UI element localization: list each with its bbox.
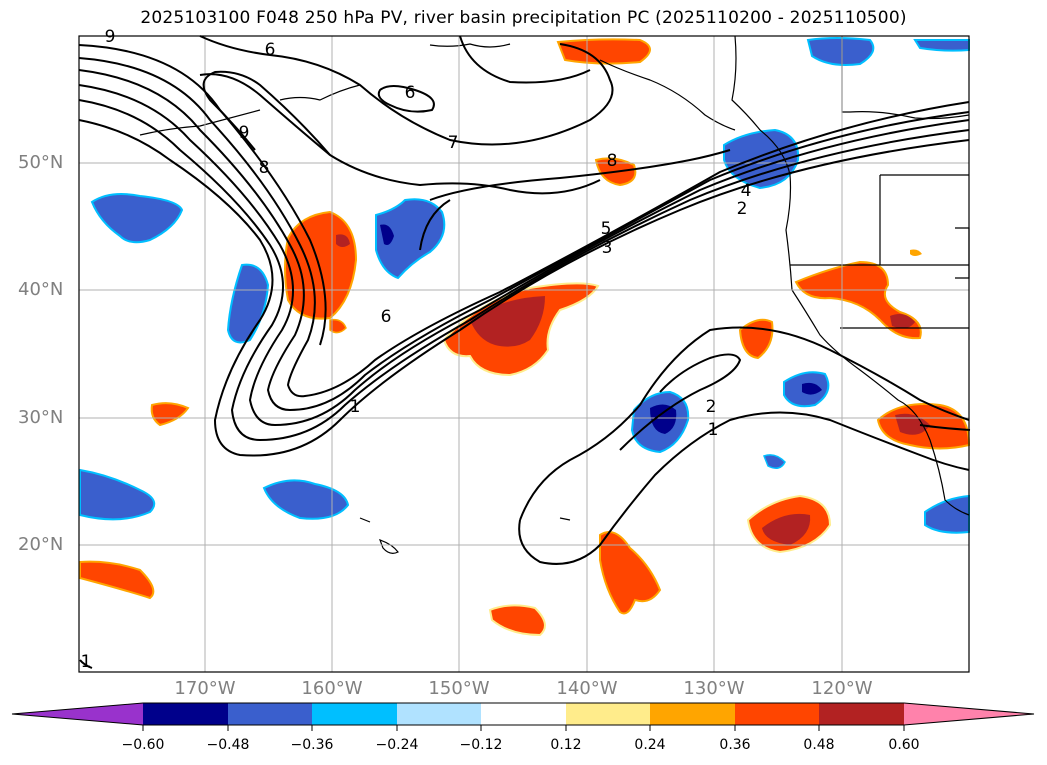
pv-contours	[78, 35, 971, 669]
colorbar-bin	[312, 703, 397, 725]
lat-label: 40°N	[18, 279, 64, 300]
colorbar-extend-high	[904, 703, 1034, 725]
contour-label: 3	[602, 238, 613, 258]
colorbar-tick-label: 0.12	[550, 737, 582, 753]
lon-label: 130°W	[683, 678, 745, 699]
colorbar-bin	[819, 703, 904, 725]
colorbar-tick-label: 0.36	[719, 737, 751, 753]
map-title: 2025103100 F048 250 hPa PV, river basin …	[140, 8, 907, 28]
contour-label: 6	[265, 40, 276, 60]
lat-label: 30°N	[18, 407, 64, 428]
contour-label: 1	[350, 397, 361, 417]
colorbar-tick-label: 0.60	[888, 737, 920, 753]
colorbar-bin	[481, 703, 566, 725]
lon-label: 150°W	[428, 678, 490, 699]
contour-label: 1	[81, 652, 92, 672]
contour-label: 2	[737, 199, 748, 219]
contour-label: 7	[448, 133, 459, 153]
colorbar-tick-label: −0.60	[121, 737, 165, 753]
contour-label: 6	[381, 307, 392, 327]
colorbar-extend-low	[12, 703, 143, 725]
colorbar-tick-label: −0.12	[459, 737, 503, 753]
colorbar-tick-label: −0.48	[206, 737, 250, 753]
contour-label: 6	[405, 83, 416, 103]
contour-label: 2	[706, 397, 717, 417]
colorbar-tick-label: 0.24	[634, 737, 666, 753]
contour-label: 1	[708, 420, 719, 440]
colorbar-tick-label: −0.36	[290, 737, 334, 753]
lon-label: 170°W	[174, 678, 236, 699]
contour-labels: 9 6 6 7 9 8 8 5 3 4 2 6 1 2 1 1	[81, 27, 752, 672]
lat-label: 50°N	[18, 152, 64, 173]
colorbar-bin	[397, 703, 481, 725]
lon-label: 140°W	[556, 678, 618, 699]
colorbar-bin	[735, 703, 819, 725]
contour-label: 5	[601, 219, 612, 239]
lon-label: 160°W	[301, 678, 363, 699]
lat-label: 20°N	[18, 534, 64, 555]
colorbar-bin	[228, 703, 312, 725]
colorbar-bin	[650, 703, 735, 725]
colorbar-tick-label: −0.24	[375, 737, 419, 753]
contour-label: 8	[259, 158, 270, 178]
lon-label: 120°W	[811, 678, 873, 699]
contour-label: 8	[607, 151, 618, 171]
colorbar-bin	[566, 703, 650, 725]
contour-label: 9	[239, 123, 250, 143]
colorbar-tick-label: 0.48	[803, 737, 835, 753]
colorbar-bin	[143, 703, 228, 725]
colorbar	[11, 702, 1035, 731]
map-frame	[78, 35, 970, 673]
contour-label: 9	[105, 27, 116, 47]
coastlines	[139, 35, 970, 554]
contour-label: 4	[741, 181, 752, 201]
